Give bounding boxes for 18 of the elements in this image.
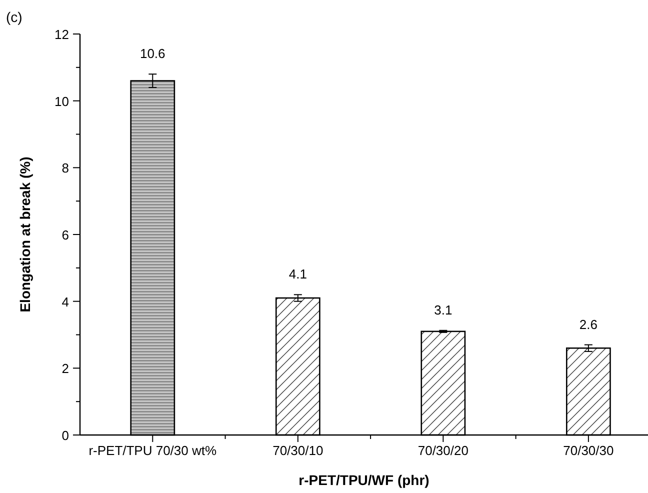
y-tick-label: 6 xyxy=(62,228,69,242)
y-tick-label: 12 xyxy=(54,27,69,42)
data-label: 10.6 xyxy=(140,46,166,62)
data-label: 3.1 xyxy=(434,302,452,318)
x-tick-label: r-PET/TPU 70/30 wt% xyxy=(88,443,218,458)
y-tick-label: 2 xyxy=(62,361,69,376)
data-label: 2.6 xyxy=(579,316,598,332)
x-axis-title: r-PET/TPU/WF (phr) xyxy=(298,472,430,488)
x-tick-label: 70/30/20 xyxy=(418,443,468,458)
x-tick-label: 70/30/10 xyxy=(272,443,324,458)
y-tick-label: 4 xyxy=(62,294,69,310)
y-tick-label: 8 xyxy=(62,160,69,176)
x-tick-label: 70/30/30 xyxy=(563,443,614,458)
y-axis-title: Elongation at break (%) xyxy=(17,156,33,312)
text: (c) xyxy=(6,9,22,25)
data-label: 4.1 xyxy=(288,266,307,282)
y-tick-label: 0 xyxy=(62,428,69,443)
y-tick-label: 10 xyxy=(54,94,69,109)
